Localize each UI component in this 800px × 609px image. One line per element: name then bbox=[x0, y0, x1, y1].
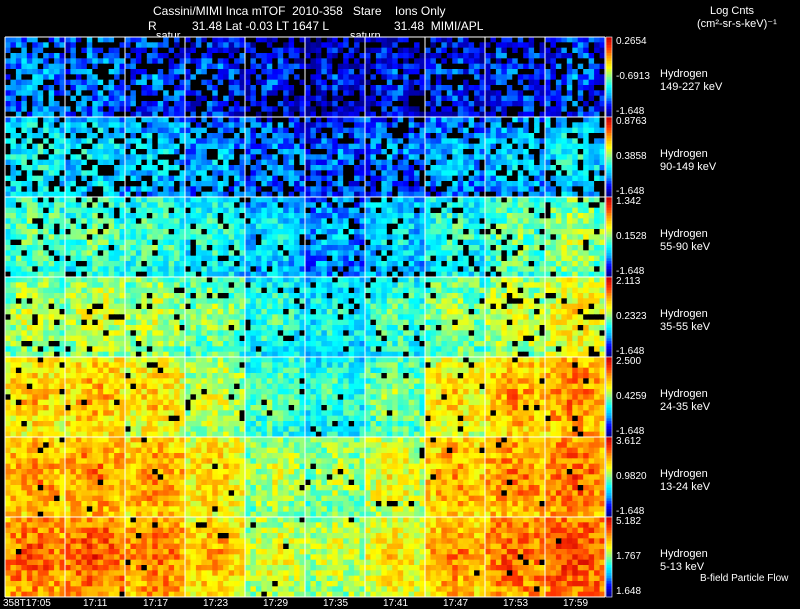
species-label: Hydrogen bbox=[660, 388, 708, 400]
time-tick-label: 17:29 bbox=[263, 598, 289, 609]
energy-label: 55-90 keV bbox=[660, 241, 711, 253]
colorbar-2 bbox=[605, 196, 613, 278]
chart-title: Cassini/MIMI Inca mTOF 2010-358 Stare Io… bbox=[153, 4, 446, 18]
colorbar-min-label: 1.648 bbox=[616, 586, 642, 597]
time-tick-label: 17:23 bbox=[203, 598, 229, 609]
position-values: 31.48 Lat -0.03 LT 1647 L bbox=[192, 19, 329, 33]
bfield-flow-label: B-field Particle Flow bbox=[700, 573, 789, 584]
time-tick-label: 17:17 bbox=[143, 598, 169, 609]
time-tick-label: 17:11 bbox=[83, 598, 108, 609]
colorbar-min-label: -1.648 bbox=[616, 186, 645, 197]
colorbar-3 bbox=[605, 276, 613, 358]
species-label: Hydrogen bbox=[660, 308, 708, 320]
panel-0 bbox=[4, 36, 613, 118]
panel-4 bbox=[4, 356, 613, 438]
colorbar-mid-label: 0.4259 bbox=[616, 391, 647, 402]
colorbar-mid-label: 0.2323 bbox=[616, 311, 647, 322]
l-value-label: 31.48 MIMI/APL bbox=[394, 19, 484, 33]
colorbar-min-label: -1.648 bbox=[616, 346, 645, 357]
time-tick-label: 17:35 bbox=[323, 598, 349, 609]
radius-label: R bbox=[148, 19, 157, 33]
colorbar-mid-label: -0.6913 bbox=[616, 71, 650, 82]
energy-label: 24-35 keV bbox=[660, 401, 711, 413]
species-label: Hydrogen bbox=[660, 468, 708, 480]
time-tick-label: 17:53 bbox=[503, 598, 529, 609]
colorbar-max-label: 0.2654 bbox=[616, 36, 647, 47]
colorbar-min-label: -1.648 bbox=[616, 506, 645, 517]
time-tick-label: 358T17:05 bbox=[3, 598, 51, 609]
colorbar-max-label: 2.113 bbox=[616, 276, 641, 287]
colorbar-mid-label: 1.767 bbox=[616, 551, 642, 562]
colorbar-mid-label: 0.9820 bbox=[616, 471, 647, 482]
panel-3 bbox=[4, 276, 613, 358]
time-tick-label: 17:41 bbox=[383, 598, 409, 609]
colorbar-0 bbox=[605, 36, 613, 118]
species-label: Hydrogen bbox=[660, 68, 708, 80]
energy-label: 13-24 keV bbox=[660, 481, 711, 493]
species-label: Hydrogen bbox=[660, 228, 708, 240]
panel-2 bbox=[4, 196, 613, 278]
time-tick-label: 17:47 bbox=[443, 598, 469, 609]
colorbar-mid-label: 0.3858 bbox=[616, 151, 647, 162]
colorbar-1 bbox=[605, 116, 613, 198]
units-label-2: (cm²-sr-s-keV)⁻¹ bbox=[697, 18, 777, 30]
energy-label: 149-227 keV bbox=[660, 81, 723, 93]
colorbar-6 bbox=[605, 516, 613, 598]
colorbar-max-label: 3.612 bbox=[616, 436, 642, 447]
species-label: Hydrogen bbox=[660, 148, 708, 160]
colorbar-5 bbox=[605, 436, 613, 518]
colorbar-min-label: -1.648 bbox=[616, 106, 645, 117]
panel-6 bbox=[4, 516, 613, 598]
colorbar-max-label: 2.500 bbox=[616, 356, 642, 367]
colorbar-min-label: -1.648 bbox=[616, 426, 645, 437]
colorbar-min-label: -1.648 bbox=[616, 266, 645, 277]
energy-label: 35-55 keV bbox=[660, 321, 711, 333]
panel-1 bbox=[4, 116, 613, 198]
time-tick-label: 17:59 bbox=[563, 598, 589, 609]
colorbar-mid-label: 0.1528 bbox=[616, 231, 647, 242]
colorbar-max-label: 5.182 bbox=[616, 516, 642, 527]
colorbar-max-label: 0.8763 bbox=[616, 116, 647, 127]
units-label-1: Log Cnts bbox=[710, 5, 755, 17]
colorbar-max-label: 1.342 bbox=[616, 196, 642, 207]
energy-label: 90-149 keV bbox=[660, 161, 717, 173]
species-label: Hydrogen bbox=[660, 548, 708, 560]
colorbar-4 bbox=[605, 356, 613, 438]
panel-5 bbox=[4, 436, 613, 518]
energy-label: 5-13 keV bbox=[660, 561, 705, 573]
